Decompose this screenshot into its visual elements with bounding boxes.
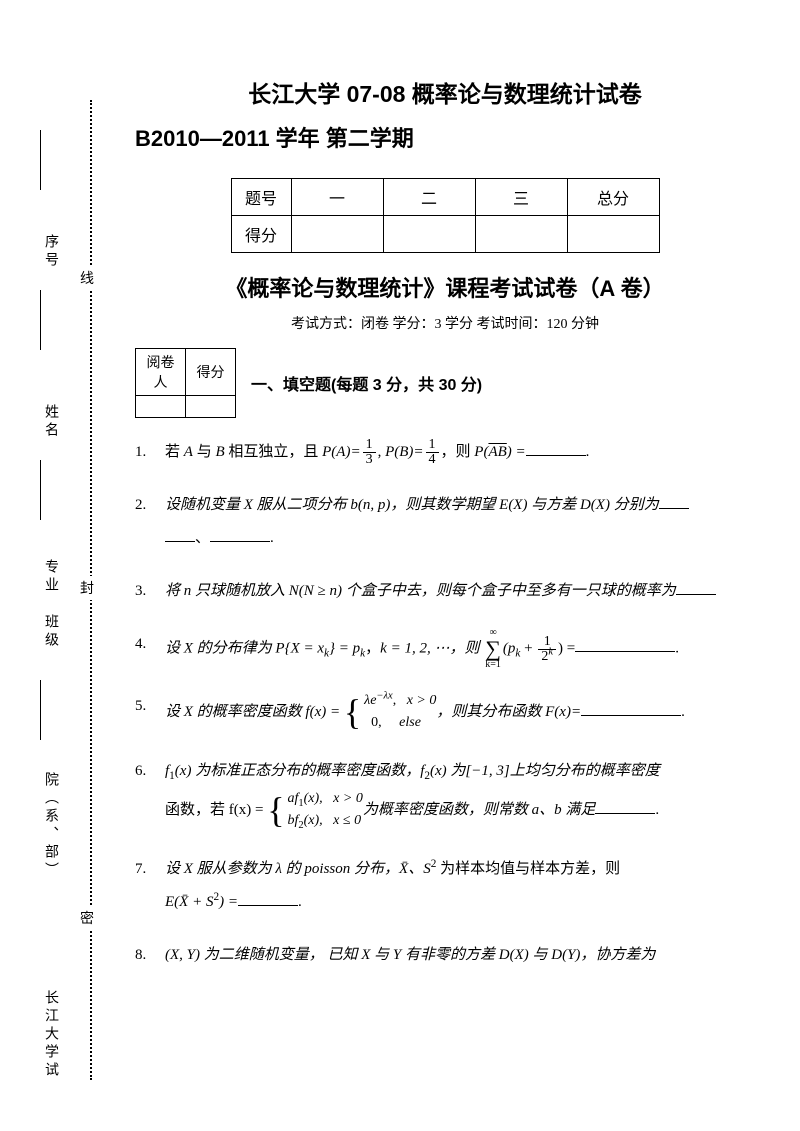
answer-blank	[595, 813, 655, 814]
question-5: 5. 设 X 的概率密度函数 f(x) = { λe−λx, x > 0 0, …	[135, 690, 755, 735]
table-row: 题号 一 二 三 总分	[231, 179, 659, 216]
subtitle: B2010—2011 学年 第二学期	[135, 121, 755, 153]
col-header: 总分	[567, 179, 659, 216]
question-number: 1.	[135, 436, 165, 469]
score-cell	[475, 216, 567, 253]
question-4: 4. 设 X 的分布律为 P{X = xk} = pk，k = 1, 2, ⋯，…	[135, 628, 755, 670]
university-label: 长江大学试	[40, 990, 60, 1080]
answer-blank	[210, 541, 270, 542]
answer-blank	[575, 651, 675, 652]
summation-icon: ∞∑k=1	[485, 628, 501, 670]
score-label: 得分	[186, 349, 236, 396]
exam-info: 考试方式：闭卷 学分：3 学分 考试时间：120 分钟	[135, 313, 755, 333]
question-text: 设随机变量 X 服从二项分布 b(n, p)，则其数学期望 E(X) 与方差 D…	[165, 489, 755, 555]
field-underline	[40, 460, 41, 520]
question-number: 7.	[135, 853, 165, 919]
serial-label: 序号	[40, 234, 60, 270]
question-1: 1. 若 A 与 B 相互独立，且 P(A)=13, P(B)=14，则 P(A…	[135, 436, 755, 469]
question-number: 3.	[135, 575, 165, 608]
name-label: 姓名	[40, 404, 60, 440]
dept-label: 院（系、部）	[40, 772, 60, 880]
row-label: 得分	[231, 216, 291, 253]
grader-cell	[136, 396, 186, 418]
question-7: 7. 设 X 服从参数为 λ 的 poisson 分布，X̄、S2 为样本均值与…	[135, 853, 755, 919]
score-cell	[186, 396, 236, 418]
answer-blank	[165, 541, 195, 542]
answer-blank	[238, 905, 298, 906]
question-number: 4.	[135, 628, 165, 670]
question-text: (X, Y) 为二维随机变量， 已知 X 与 Y 有非零的方差 D(X) 与 D…	[165, 939, 755, 972]
score-table: 题号 一 二 三 总分 得分	[231, 178, 660, 253]
score-cell	[383, 216, 475, 253]
main-content: 长江大学 07-08 概率论与数理统计试卷 B2010—2011 学年 第二学期…	[135, 75, 755, 992]
seal-char-xian: 线	[80, 266, 94, 290]
col-header: 一	[291, 179, 383, 216]
question-8: 8. (X, Y) 为二维随机变量， 已知 X 与 Y 有非零的方差 D(X) …	[135, 939, 755, 972]
seal-char-feng: 封	[80, 576, 94, 600]
question-number: 2.	[135, 489, 165, 555]
row-label: 题号	[231, 179, 291, 216]
col-header: 二	[383, 179, 475, 216]
class-label: 专业 班级	[40, 559, 60, 650]
question-2: 2. 设随机变量 X 服从二项分布 b(n, p)，则其数学期望 E(X) 与方…	[135, 489, 755, 555]
question-number: 6.	[135, 755, 165, 833]
score-cell	[291, 216, 383, 253]
question-6: 6. f1(x) 为标准正态分布的概率密度函数，f2(x) 为[−1, 3]上均…	[135, 755, 755, 833]
seal-line: 密 封 线	[85, 100, 105, 1080]
exam-title: 《概率论与数理统计》课程考试试卷（A 卷）	[135, 271, 755, 303]
field-underline	[40, 680, 41, 740]
seal-char-mi: 密	[80, 906, 94, 930]
question-text: 设 X 服从参数为 λ 的 poisson 分布，X̄、S2 为样本均值与样本方…	[165, 853, 755, 919]
question-text: 设 X 的分布律为 P{X = xk} = pk，k = 1, 2, ⋯，则 ∞…	[165, 628, 755, 670]
table-row: 得分	[231, 216, 659, 253]
section-title: 一、填空题(每题 3 分，共 30 分)	[251, 371, 482, 395]
question-text: 设 X 的概率密度函数 f(x) = { λe−λx, x > 0 0, els…	[165, 690, 755, 735]
score-cell	[567, 216, 659, 253]
col-header: 三	[475, 179, 567, 216]
question-text: f1(x) 为标准正态分布的概率密度函数，f2(x) 为[−1, 3]上均匀分布…	[165, 755, 755, 833]
question-text: 将 n 只球随机放入 N(N ≥ n) 个盒子中去，则每个盒子中至多有一只球的概…	[165, 575, 755, 608]
field-underline	[40, 290, 41, 350]
section-header: 阅卷人 得分 一、填空题(每题 3 分，共 30 分)	[135, 348, 755, 418]
answer-blank	[526, 455, 586, 456]
question-3: 3. 将 n 只球随机放入 N(N ≥ n) 个盒子中去，则每个盒子中至多有一只…	[135, 575, 755, 608]
field-underline	[40, 130, 41, 190]
answer-blank	[676, 594, 716, 595]
question-number: 8.	[135, 939, 165, 972]
page-title: 长江大学 07-08 概率论与数理统计试卷	[135, 75, 755, 109]
question-number: 5.	[135, 690, 165, 735]
answer-blank	[581, 715, 681, 716]
grader-label: 阅卷人	[136, 349, 186, 396]
question-text: 若 A 与 B 相互独立，且 P(A)=13, P(B)=14，则 P(AB) …	[165, 436, 755, 469]
answer-blank	[659, 508, 689, 509]
grader-table: 阅卷人 得分	[135, 348, 236, 418]
